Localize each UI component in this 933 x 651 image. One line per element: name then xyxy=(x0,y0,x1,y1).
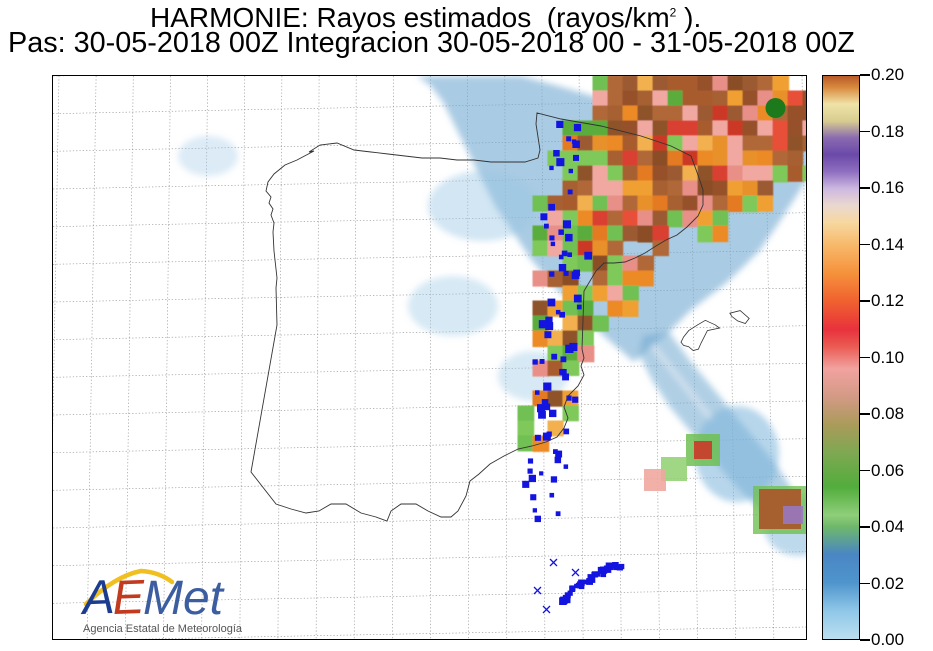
svg-text:Met: Met xyxy=(143,572,225,625)
svg-text:E: E xyxy=(112,571,147,625)
svg-text:Agencia Estatal de Meteorologí: Agencia Estatal de Meteorología xyxy=(83,623,243,635)
svg-text:A: A xyxy=(79,571,116,625)
